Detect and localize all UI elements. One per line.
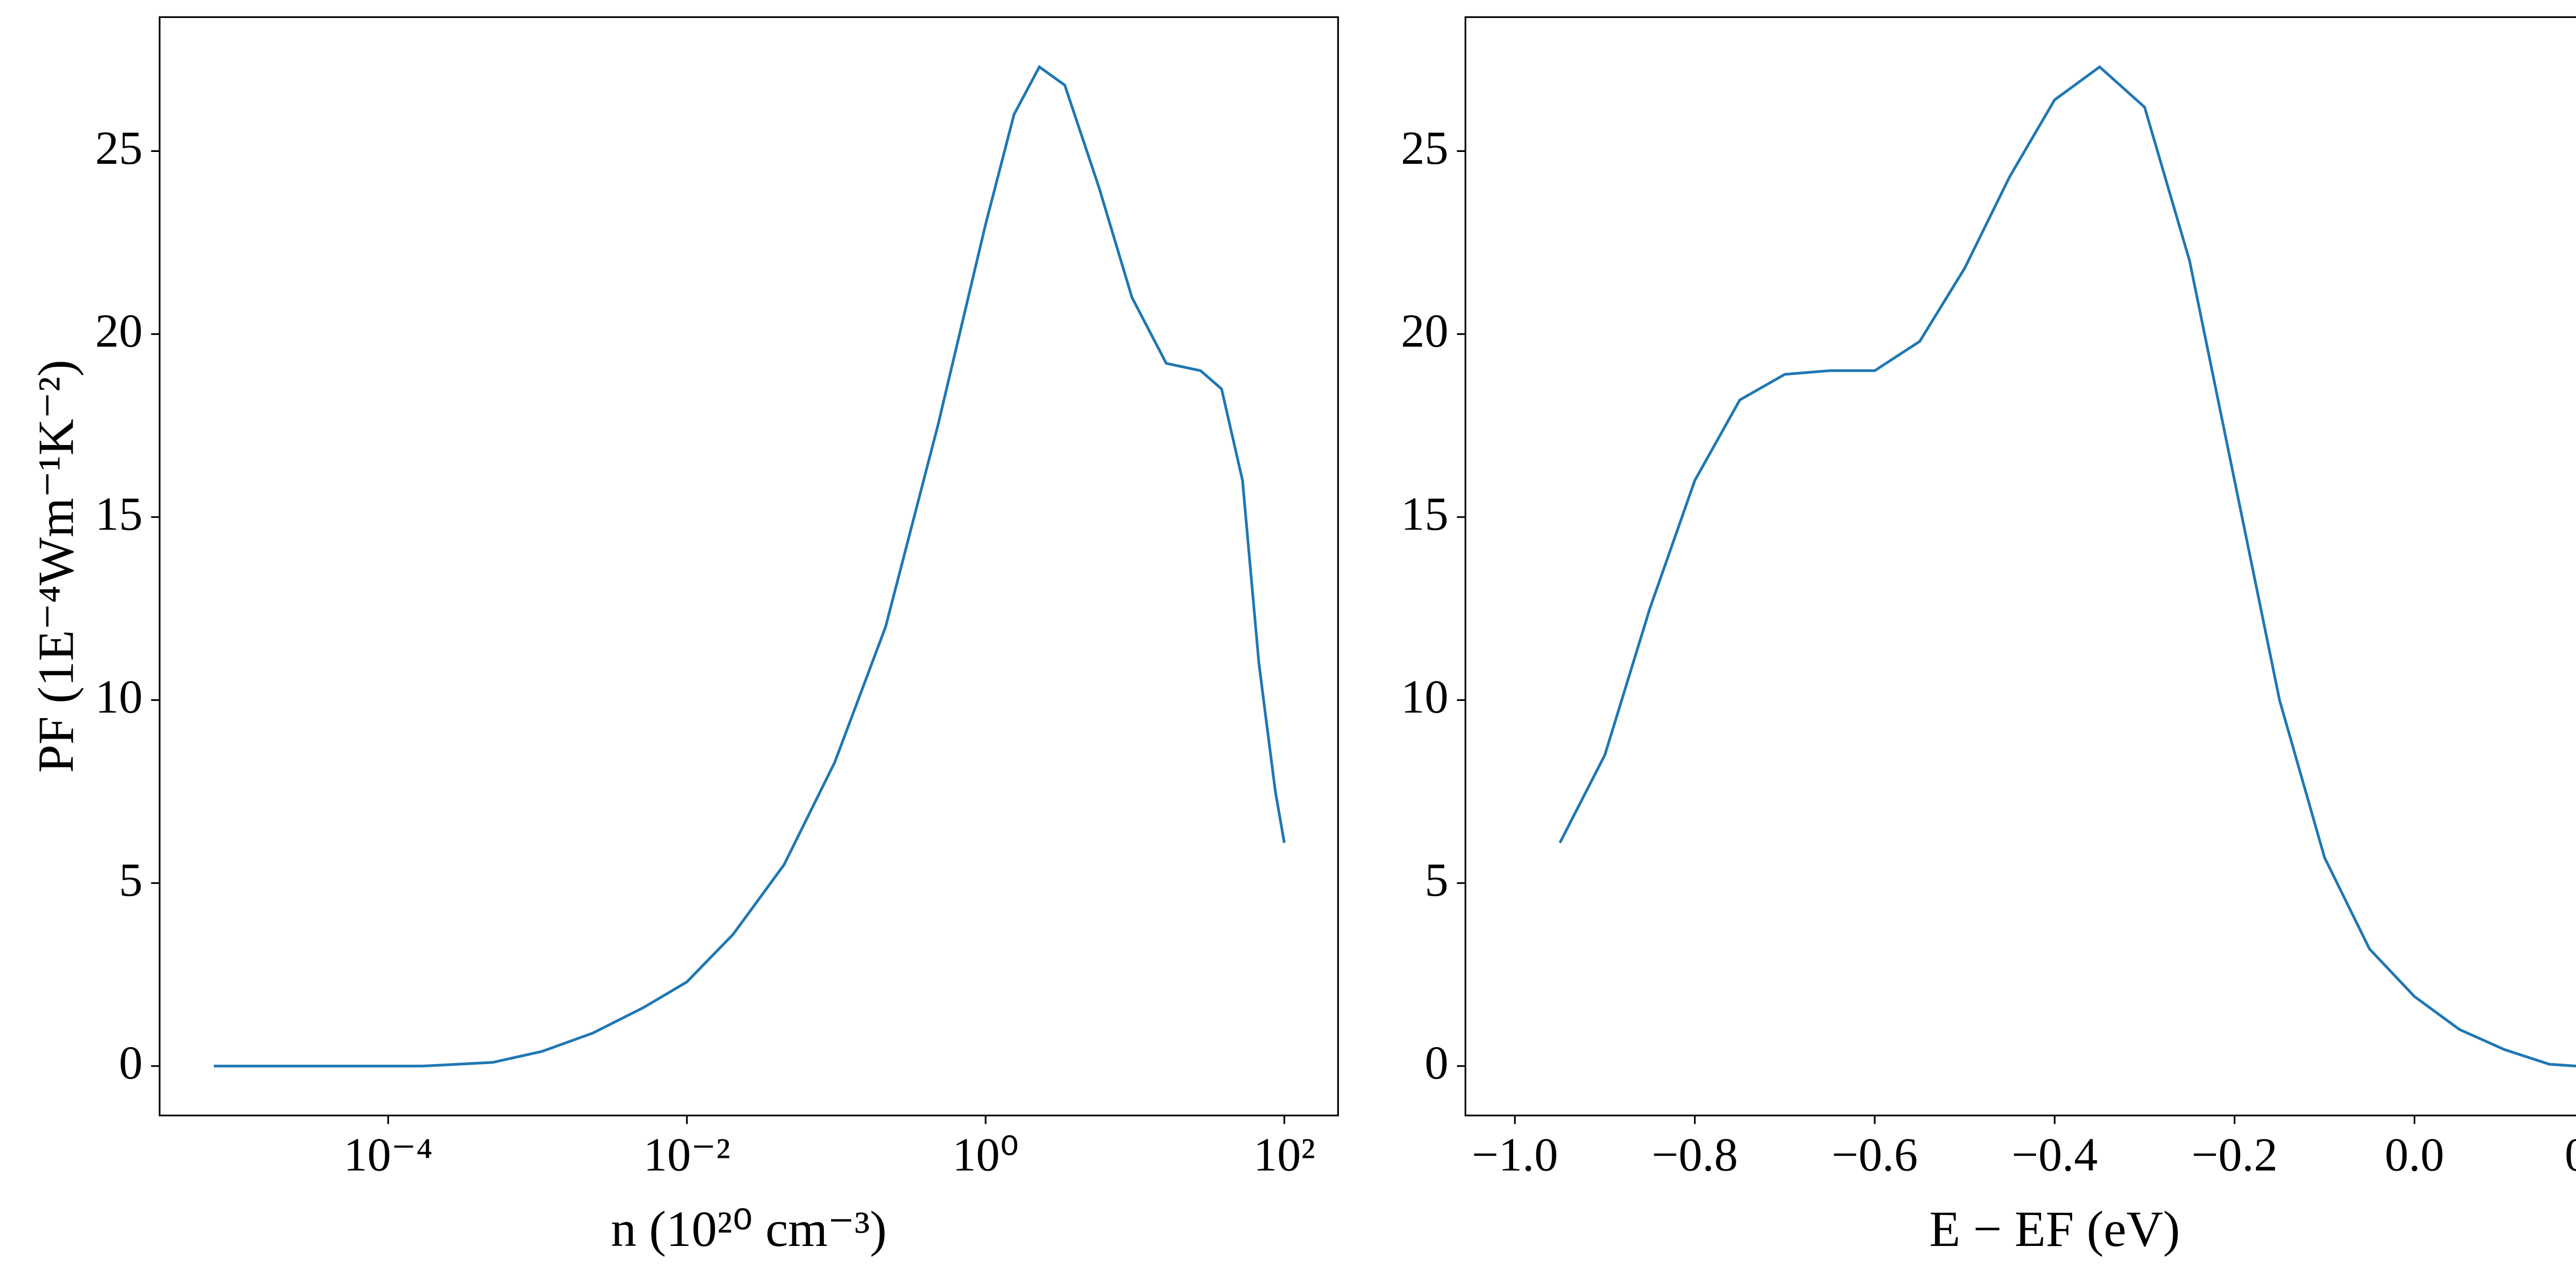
x-tick-label: 0.2: [2565, 1129, 2576, 1181]
y-tick-label: 15: [1401, 487, 1448, 540]
data-line: [213, 64, 1286, 1068]
x-tick-label: 0.0: [2385, 1129, 2444, 1181]
x-tick-label: 10⁰: [952, 1129, 1019, 1181]
y-tick-label: 5: [119, 853, 143, 906]
plot-frame: [1464, 16, 2576, 1117]
chart-panel: 0 5 10 15 20 25 10⁻⁴ 10⁻² 10⁰ 10² n (10²⁰ cm⁻³) PF …: [28, 16, 1339, 1257]
y-axis-label: PF (1E⁻⁴Wm⁻¹K⁻²): [28, 360, 84, 773]
x-tick-label: −0.4: [2011, 1129, 2097, 1181]
y-tick-label: 20: [95, 304, 143, 357]
y-tick-label: 5: [1425, 853, 1448, 906]
x-tick-label: −0.8: [1652, 1129, 1738, 1181]
x-tick-label: 10⁻²: [643, 1129, 731, 1181]
y-tick-label: 25: [95, 122, 143, 174]
y-tick-label: 20: [1401, 304, 1448, 357]
y-tick-label: 15: [95, 487, 143, 540]
data-line: [1558, 65, 2576, 1068]
y-tick-label: 25: [1401, 122, 1448, 174]
y-tick-label: 0: [1425, 1036, 1448, 1089]
y-tick-label: 10: [95, 671, 143, 723]
x-tick-label: −1.0: [1472, 1129, 1558, 1181]
x-tick-label: 10⁻⁴: [344, 1129, 433, 1181]
x-axis-label: n (10²⁰ cm⁻³): [611, 1201, 887, 1257]
plot-frame: [159, 16, 1339, 1117]
x-axis-label: E − EF (eV): [1929, 1201, 2180, 1257]
y-tick-label: 10: [1401, 671, 1448, 723]
y-tick-label: 0: [119, 1036, 143, 1089]
x-tick-label: 10²: [1253, 1129, 1315, 1181]
x-tick-label: −0.2: [2192, 1129, 2278, 1181]
chart-panel: 0 5 10 15 20 25 −1.0 −0.8 −0.6 −0.4 −0.2 0.0 0.2 E − …: [1401, 16, 2576, 1257]
x-tick-label: −0.6: [1832, 1129, 1918, 1181]
